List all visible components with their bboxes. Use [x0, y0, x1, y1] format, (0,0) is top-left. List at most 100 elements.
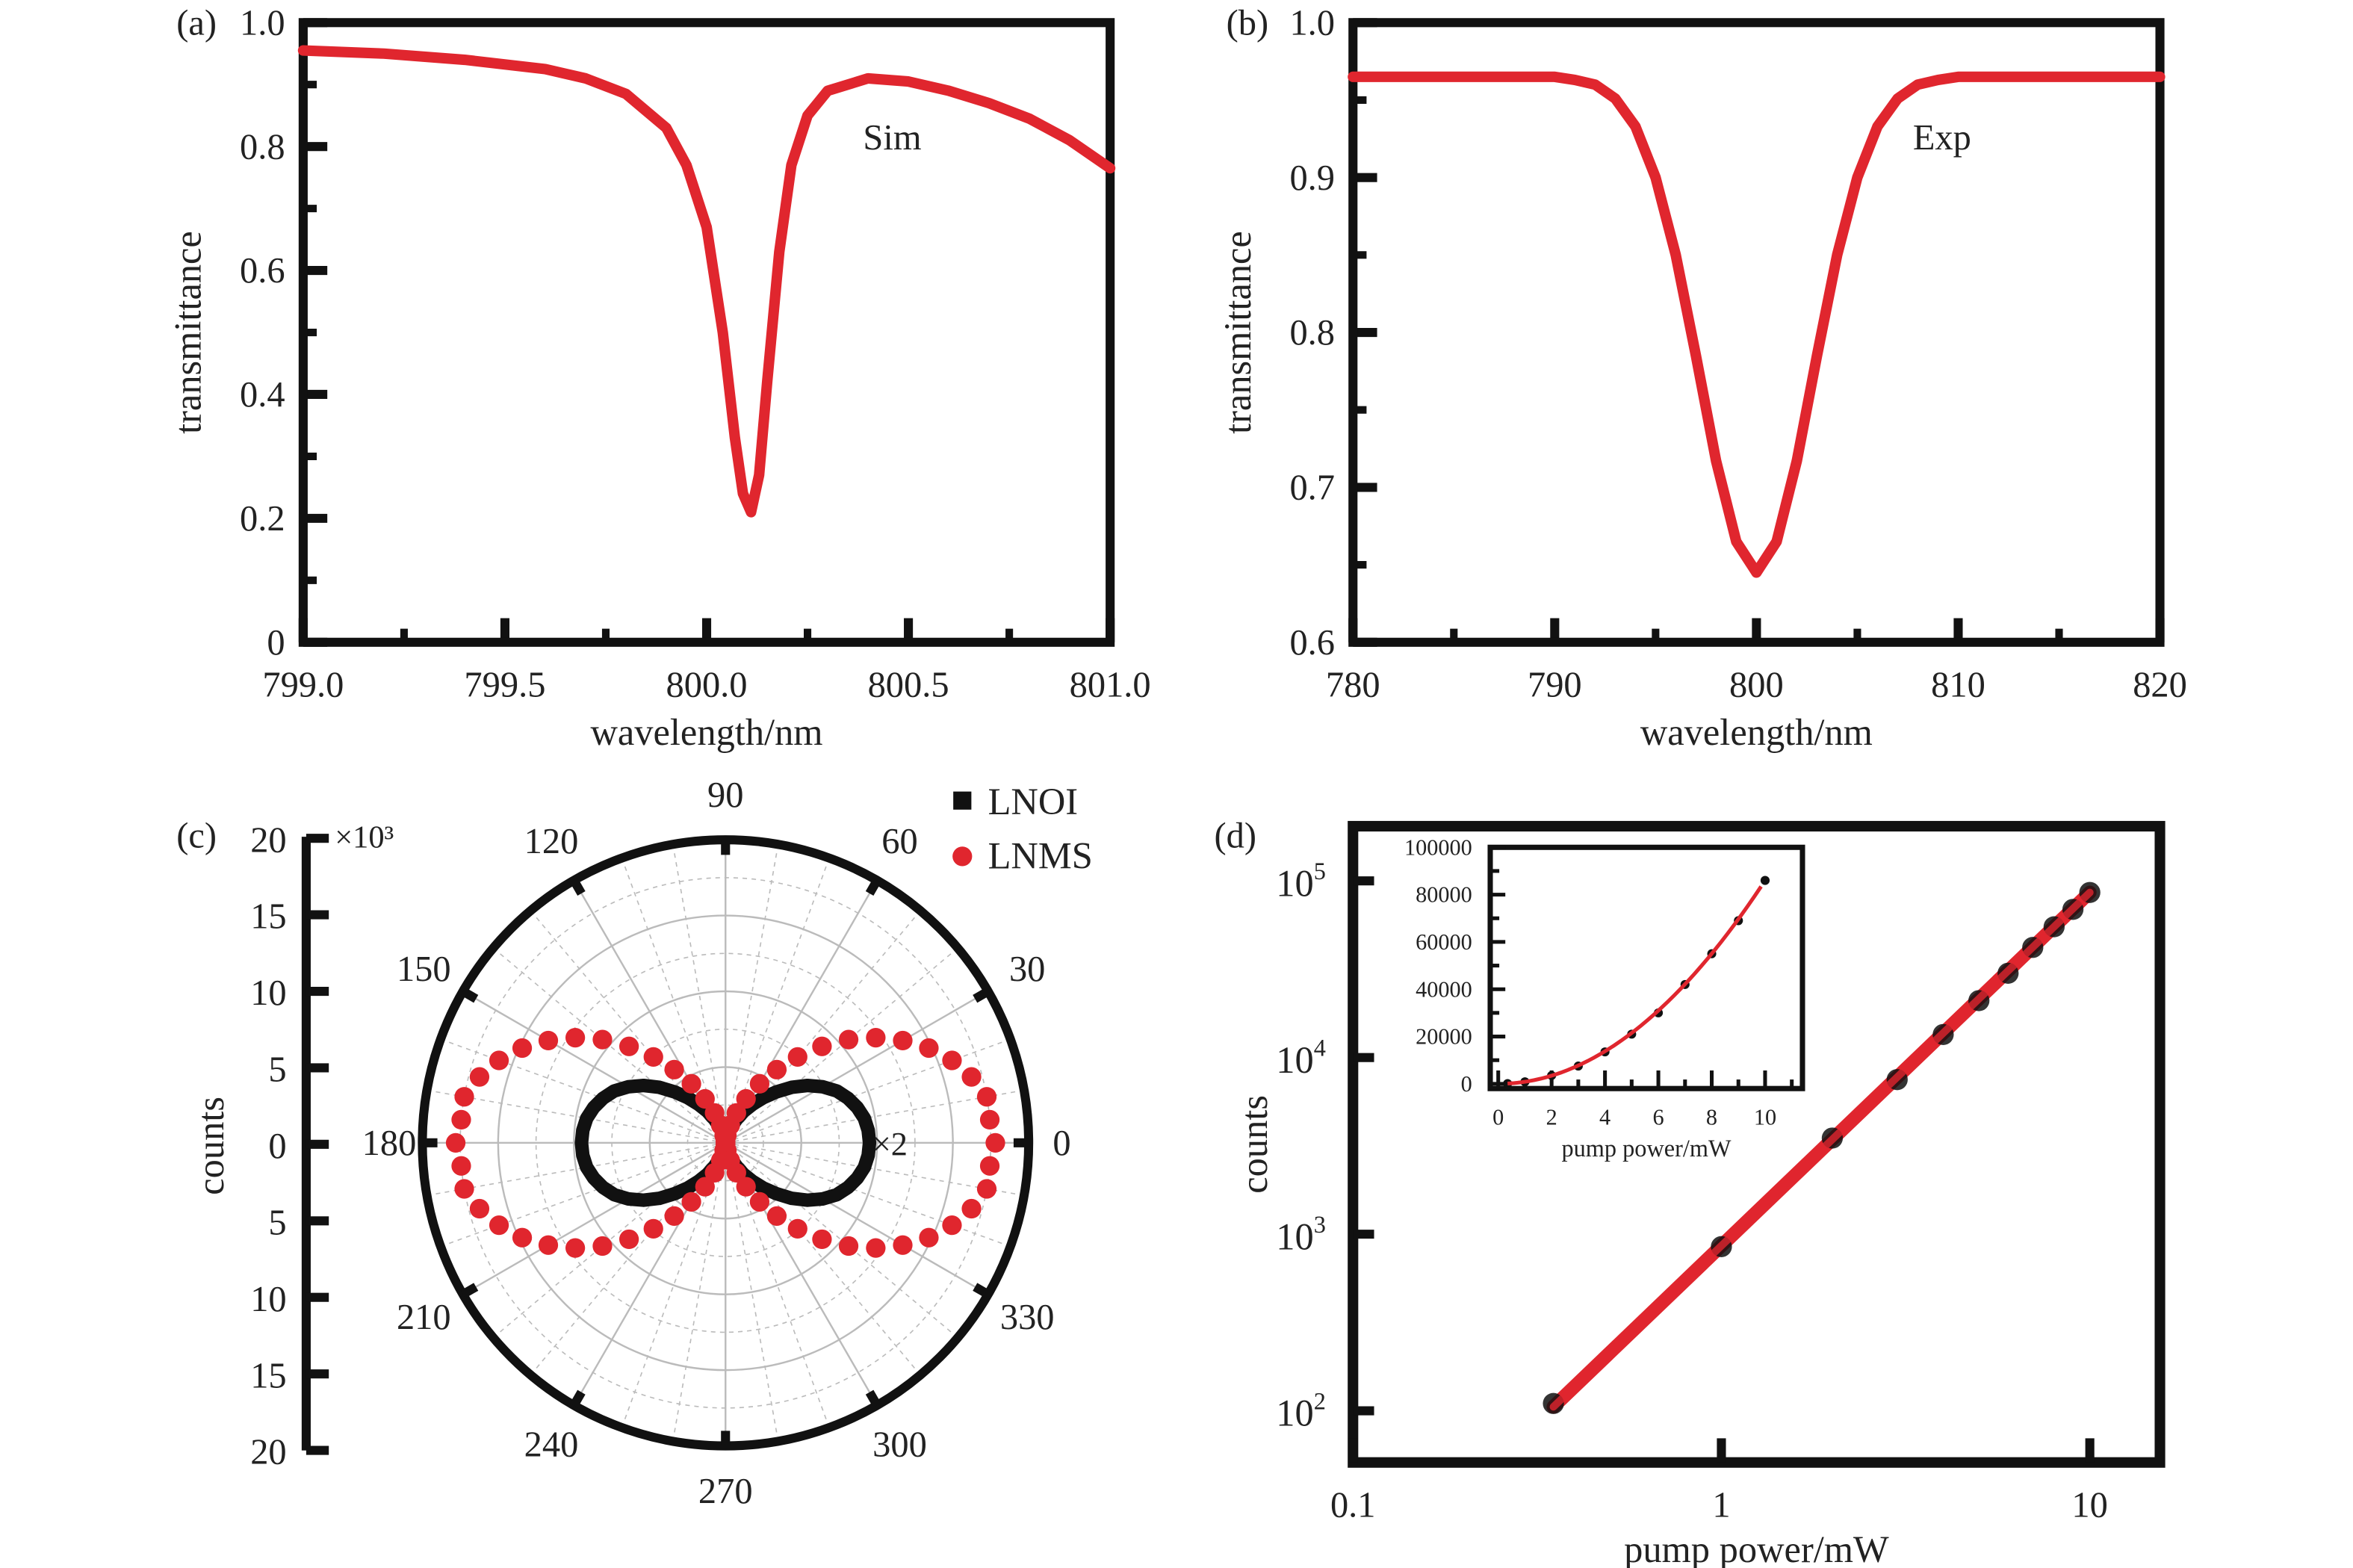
lnms-point — [454, 1087, 474, 1107]
transmittance-curve — [297, 45, 1116, 518]
lnms-point — [838, 1029, 859, 1050]
inset-y-tick-label: 0 — [1461, 1071, 1472, 1097]
angle-tick — [460, 1283, 479, 1298]
lnms-point — [749, 1192, 770, 1212]
lnms-point — [961, 1067, 982, 1087]
lnms-point — [538, 1030, 559, 1051]
lnms-point — [979, 1156, 1000, 1176]
x-tick-label: 780 — [1326, 665, 1380, 704]
x-tick-label: 0.1 — [1330, 1485, 1376, 1525]
panel-label: (d) — [1214, 816, 1256, 855]
legend-marker-lnoi — [953, 791, 972, 810]
angle-tick — [865, 1389, 881, 1408]
lnms-point — [592, 1236, 613, 1256]
angle-label: 90 — [707, 775, 743, 815]
inset-x-axis-label: pump power/mW — [1561, 1135, 1732, 1162]
lnms-point — [812, 1229, 832, 1250]
lnms-point — [512, 1038, 533, 1059]
lnms-point — [736, 1088, 756, 1109]
lnms-point — [766, 1059, 787, 1079]
lnms-point — [445, 1132, 466, 1153]
panel-label: (b) — [1227, 3, 1268, 43]
lnms-point — [681, 1192, 701, 1212]
lnms-point — [565, 1027, 586, 1048]
y-tick-base: 10 — [1276, 1215, 1313, 1257]
y-tick-exponent: 4 — [1314, 1035, 1326, 1062]
x-tick-label: 810 — [1931, 665, 1985, 704]
grid-spoke — [462, 1141, 726, 1295]
x-tick-label: 800 — [1729, 665, 1784, 704]
angle-tick — [570, 878, 586, 896]
lnms-point — [451, 1156, 471, 1176]
radial-axis-label: 15 — [250, 1356, 286, 1395]
angle-tick — [460, 987, 479, 1003]
transmittance-curve — [1348, 71, 2166, 578]
lnms-point — [704, 1103, 725, 1123]
angle-tick — [570, 1389, 586, 1408]
lnms-point — [787, 1218, 807, 1239]
y-tick-label: 0.2 — [240, 499, 285, 539]
y-tick-label: 102 — [1276, 1388, 1326, 1434]
y-tick-exponent: 2 — [1314, 1388, 1326, 1415]
lnms-point — [695, 1177, 715, 1197]
y-tick-exponent: 5 — [1314, 858, 1326, 884]
y-tick-base: 10 — [1276, 1039, 1313, 1081]
y-tick-label: 103 — [1276, 1211, 1326, 1257]
radial-axis-label: 15 — [250, 897, 286, 937]
y-tick-label: 1.0 — [240, 3, 285, 43]
x-tick-label: 820 — [2133, 665, 2187, 704]
lnms-point — [942, 1215, 962, 1236]
y-tick-label: 0 — [267, 623, 285, 663]
angle-tick — [973, 987, 991, 1003]
lnms-point — [766, 1206, 787, 1226]
legend-label-lnoi: LNOI — [988, 781, 1079, 822]
y-axis-label: transmittance — [1217, 231, 1259, 434]
lnms-point — [565, 1238, 586, 1258]
lnms-point — [681, 1073, 701, 1094]
curve-annotation: Exp — [1913, 118, 1971, 158]
inset-x-tick-label: 6 — [1652, 1105, 1664, 1130]
y-tick-label: 0.8 — [1289, 313, 1335, 353]
lnms-point — [919, 1227, 939, 1248]
panel-b: 780 790 800 810 820 0.6 0.7 0.8 0.9 1.0 wavelength… — [1217, 3, 2187, 753]
angle-label: 330 — [1000, 1298, 1055, 1337]
y-tick-label: 105 — [1276, 858, 1326, 904]
lnms-point — [619, 1036, 639, 1056]
x-axis-label: wavelength/nm — [590, 711, 822, 753]
angle-label: 210 — [397, 1298, 451, 1337]
grid-spoke — [725, 1141, 989, 1295]
x-tick-label: 799.5 — [464, 665, 545, 704]
lnms-point — [749, 1073, 770, 1094]
y-tick-label: 0.9 — [1289, 158, 1335, 198]
radial-unit-label: ×10³ — [335, 819, 394, 855]
lnms-point — [469, 1198, 490, 1219]
panel-c: 0306090120150180210240270300330×2LNOILNM… — [176, 775, 1093, 1511]
y-axis-label: transmittance — [167, 231, 209, 434]
y-tick-label: 0.7 — [1289, 468, 1335, 508]
y-tick-label: 104 — [1276, 1035, 1326, 1081]
angle-label: 300 — [872, 1425, 927, 1465]
lnms-point — [489, 1050, 509, 1070]
angle-label: 180 — [362, 1124, 417, 1163]
inset-x-tick-label: 2 — [1546, 1105, 1557, 1130]
panel-label: (a) — [176, 3, 217, 43]
plot-frame — [298, 18, 1115, 647]
inset-x-tick-label: 8 — [1706, 1105, 1717, 1130]
lnms-point — [976, 1179, 997, 1199]
inset-y-tick-label: 80000 — [1416, 882, 1472, 908]
angle-tick — [865, 878, 881, 896]
radial-axis-label: 20 — [250, 1433, 286, 1472]
legend-label-lnms: LNMS — [988, 835, 1093, 877]
x-tick-label: 801.0 — [1070, 665, 1151, 704]
y-tick-label: 0.8 — [240, 127, 285, 167]
lnms-point — [538, 1235, 559, 1255]
radial-axis-label: 10 — [250, 973, 286, 1013]
y-tick-label: 1.0 — [1289, 3, 1335, 43]
inset-y-tick-label: 20000 — [1416, 1024, 1472, 1050]
inset-chart: 0 2 4 6 8 10 0 20000 40000 60000 80000 100000 pump p… — [1404, 834, 1805, 1162]
legend-marker-lnms — [952, 846, 973, 867]
lnms-point — [736, 1177, 756, 1197]
x-tick-label: 1 — [1712, 1485, 1730, 1525]
lnms-point — [489, 1215, 509, 1236]
